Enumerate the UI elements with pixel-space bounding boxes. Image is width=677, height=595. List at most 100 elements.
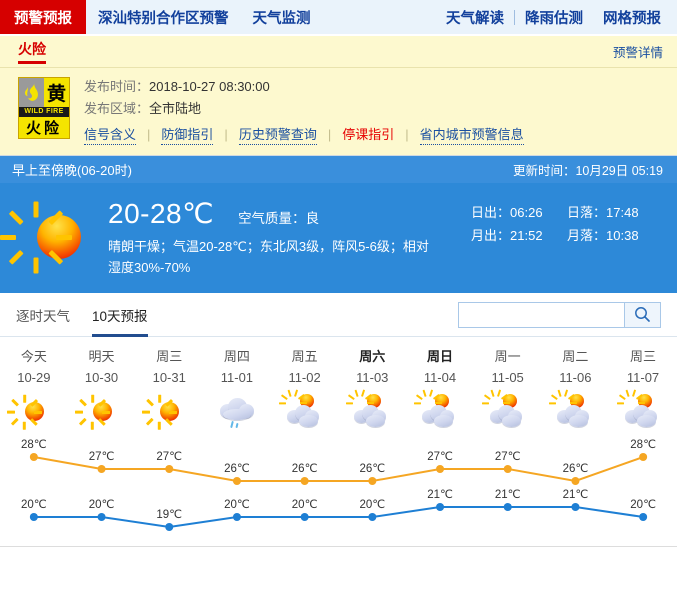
chart-data-point [29, 453, 38, 461]
high-temp-label: 28℃ [20, 439, 47, 451]
tab-fire-risk[interactable]: 火险 [18, 40, 46, 64]
forecast-day-column[interactable]: 周三 10-31 [135, 337, 203, 435]
forecast-weather-icon [338, 389, 406, 435]
icon-top-row: 黄 [19, 78, 69, 107]
bottom-divider [0, 546, 677, 547]
cloud-shape [557, 404, 593, 427]
high-temp-label: 26℃ [224, 463, 250, 475]
weather-description: 晴朗干燥；气温20-28℃；东北风3级，阵风5-6级；相对湿度30%-70% [108, 239, 429, 275]
nav-item-grid-forecast[interactable]: 网格预报 [593, 7, 671, 28]
chart-data-point [97, 465, 106, 473]
forecast-day-column[interactable]: 周二 11-06 [542, 337, 610, 435]
air-quality-value: 良 [305, 211, 320, 226]
cloud-shape [219, 398, 255, 420]
forecast-day-column[interactable]: 周四 11-01 [203, 337, 271, 435]
forecast-date: 10-29 [17, 370, 51, 385]
forecast-weekday: 明天 [88, 349, 115, 364]
forecast-day-column[interactable]: 周六 11-03 [338, 337, 406, 435]
link-divider: | [147, 127, 151, 142]
chart-data-point [639, 453, 648, 461]
forecast-day-column[interactable]: 明天 10-30 [68, 337, 136, 435]
high-temp-label: 26℃ [562, 463, 589, 475]
low-temp-label: 20℃ [359, 499, 386, 511]
search-input[interactable] [459, 302, 624, 327]
chart-data-point [503, 465, 512, 473]
warning-tab-row: 火险 预警详情 [0, 36, 677, 68]
chart-data-point [232, 513, 241, 521]
sunset-label: 日落： [567, 205, 607, 220]
chart-data-point [165, 465, 174, 473]
rain-drop [235, 422, 239, 429]
nav-item-weather-monitor[interactable]: 天气监测 [241, 0, 323, 34]
tab-hourly-weather[interactable]: 逐时天气 [16, 293, 70, 337]
low-temp-label: 20℃ [224, 499, 250, 511]
chart-data-point [571, 477, 580, 485]
chart-data-point [571, 503, 580, 511]
chart-data-point [436, 503, 445, 511]
forecast-weather-icon [542, 389, 610, 435]
weather-icon-partly-cloudy [549, 389, 596, 432]
link-history-query[interactable]: 历史预警查询 [238, 124, 317, 145]
weather-icon-sunny [74, 392, 123, 432]
tab-ten-day-forecast[interactable]: 10天预报 [92, 293, 148, 337]
search-button[interactable] [624, 302, 660, 327]
moonrise-cell: 月出：21:52 [471, 224, 567, 247]
chart-data-point [232, 477, 241, 485]
nav-left-group: 预警预报 深汕特别合作区预警 天气监测 [0, 0, 323, 34]
link-class-suspension-guide[interactable]: 停课指引 [342, 127, 395, 142]
issue-time-line: 发布时间：2018-10-27 08:30:00 [84, 78, 659, 95]
sun-disc-small [434, 394, 449, 408]
forecast-date: 11-01 [220, 370, 254, 385]
nav-item-warning-forecast[interactable]: 预警预报 [0, 0, 86, 34]
weather-icon-sunny [6, 392, 55, 432]
sun-disc-small [299, 394, 314, 408]
temperature-range: 20-28℃ [108, 198, 215, 229]
nav-item-shenshan-warning[interactable]: 深汕特别合作区预警 [86, 0, 241, 34]
forecast-day-column[interactable]: 周三 11-07 [609, 337, 677, 435]
top-navigation-bar: 预警预报 深汕特别合作区预警 天气监测 天气解读 降雨估测 网格预报 [0, 0, 677, 36]
chart-data-point [300, 513, 309, 521]
forecast-date: 11-03 [356, 370, 389, 385]
cloud-shape [286, 404, 323, 427]
chart-data-point [165, 523, 174, 531]
nav-item-rainfall-estimate[interactable]: 降雨估测 [515, 7, 593, 28]
sunrise-label: 日出： [471, 205, 511, 220]
forecast-weather-icon [474, 389, 542, 435]
forecast-date: 11-05 [491, 370, 524, 385]
sun-disc-small [502, 394, 517, 408]
forecast-day-column[interactable]: 周日 11-04 [406, 337, 474, 435]
forecast-day-column[interactable]: 今天 10-29 [0, 337, 68, 435]
moonrise-value: 21:52 [510, 228, 543, 243]
temperature-chart-svg [29, 453, 648, 531]
issue-area-label: 发布区域： [84, 101, 150, 116]
air-quality: 空气质量：良 [238, 207, 319, 227]
link-divider: | [327, 127, 332, 142]
nav-item-weather-interpretation[interactable]: 天气解读 [436, 7, 514, 28]
sunset-value: 17:48 [606, 205, 639, 220]
link-signal-meaning[interactable]: 信号含义 [84, 124, 137, 145]
weather-period-label: 早上至傍晚(06-20时) [12, 163, 132, 178]
high-temp-label: 27℃ [427, 451, 453, 463]
warning-level-char: 黄 [44, 78, 69, 107]
forecast-date: 10-31 [152, 370, 186, 385]
chart-data-point [97, 513, 106, 521]
high-temp-label: 28℃ [630, 439, 656, 451]
warning-detail-link[interactable]: 预警详情 [612, 46, 663, 60]
temperature-chart: 28℃ 27℃ 27℃ 26℃ 26℃ 26℃ 27℃ 27℃ 26℃ 28℃ 20℃ 20℃ 19℃ 2… [0, 435, 677, 547]
warning-info: 发布时间：2018-10-27 08:30:00 发布区域：全市陆地 信号含义 … [84, 77, 659, 145]
search-box [458, 301, 661, 328]
link-province-city-warnings[interactable]: 省内城市预警信息 [419, 124, 524, 145]
sun-disc-small [367, 394, 382, 408]
forecast-day-column[interactable]: 周五 11-02 [271, 337, 339, 435]
flame-glyph [24, 82, 38, 102]
warning-body: 黄 WILD FIRE 火险 发布时间：2018-10-27 08:30:00 … [0, 68, 677, 155]
link-defense-guide[interactable]: 防御指引 [161, 124, 214, 145]
low-temp-label: 20℃ [291, 499, 318, 511]
chart-data-point [639, 513, 648, 521]
rain-drop [230, 420, 234, 429]
chart-data-point [300, 477, 309, 485]
forecast-weekday: 周六 [359, 349, 386, 364]
wild-fire-band: WILD FIRE [19, 106, 69, 117]
forecast-day-column[interactable]: 周一 11-05 [474, 337, 542, 435]
moonset-cell: 月落：10:38 [567, 224, 663, 247]
